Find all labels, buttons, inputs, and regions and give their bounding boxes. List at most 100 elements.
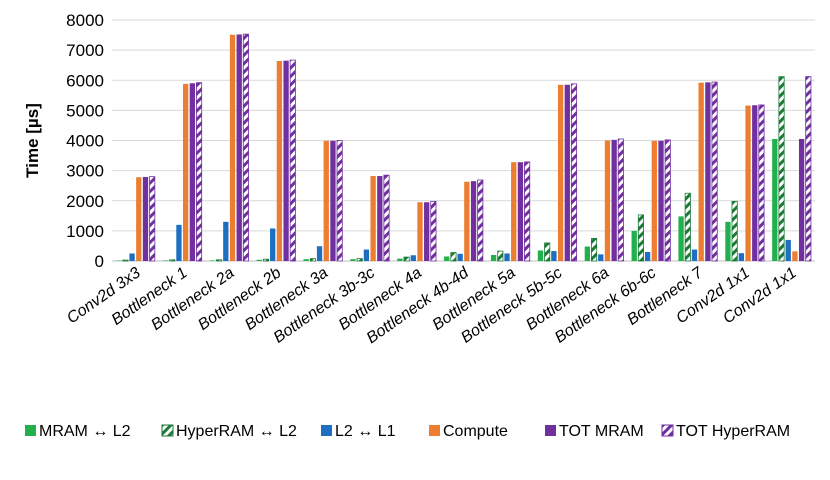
bar [678,216,684,261]
bar [410,255,416,261]
bar [262,258,270,262]
bar [256,259,262,261]
legend-label: L2 ↔ L1 [335,423,396,440]
bar [444,256,450,261]
bar [142,176,149,261]
bar [323,140,329,261]
bar [537,250,544,261]
bar [370,176,376,261]
bar [584,246,590,261]
bar [570,83,578,262]
y-tick-label: 1000 [66,222,104,241]
legend-swatch [25,425,36,436]
y-tick-label: 5000 [66,101,104,120]
bar [504,253,510,261]
bar [223,221,229,261]
bar [731,200,738,262]
bar [772,138,778,261]
bar [303,259,309,261]
bar [778,76,785,262]
bar [711,81,718,262]
bar [129,253,135,261]
legend-swatch [661,424,674,437]
bar [637,214,644,262]
bar [524,161,531,262]
bar [664,139,671,262]
bar [216,259,223,262]
bar [309,258,316,262]
y-tick-label: 8000 [66,11,104,30]
y-tick-label: 2000 [66,192,104,211]
bar [377,176,383,261]
bar [270,228,276,261]
bar [162,260,169,261]
bar [397,258,403,261]
y-axis-title: Time [µs] [23,103,42,178]
legend: MRAM ↔ L2 HyperRAM ↔ L2 L2 ↔ L1 Compute TOT … [25,423,790,440]
bar [403,256,410,262]
bar [169,259,176,262]
bar [705,82,711,261]
bar [698,82,704,261]
bar [363,249,370,261]
bar [176,224,182,261]
bar [511,162,517,261]
legend-label: MRAM ↔ L2 [39,423,131,440]
bar [149,176,156,262]
bar [738,253,744,261]
bar [457,253,463,261]
bar [684,192,691,262]
bar [792,251,798,261]
bar [116,260,122,261]
bar [189,83,195,261]
y-tick-label: 7000 [66,41,104,60]
bar [336,140,343,262]
bar [122,259,129,262]
legend-swatch [321,425,332,436]
bar [183,83,189,262]
bar [557,84,564,261]
bar [330,140,336,261]
bar [470,181,477,261]
legend-swatch [161,424,174,437]
bar [564,84,570,261]
bar [651,140,657,261]
y-tick-label: 0 [95,252,104,271]
bar [136,177,142,261]
bar [242,33,249,262]
bar [490,254,497,261]
bar [316,246,323,261]
y-tick-label: 3000 [66,162,104,181]
bar [356,258,363,262]
y-tick-label: 4000 [66,132,104,151]
bar [417,202,423,261]
bar [450,252,457,262]
bar [658,140,664,261]
bar [644,251,651,261]
bar [236,34,242,262]
bar [798,138,805,261]
bar [631,230,637,261]
bar [752,105,758,261]
bar [430,200,437,262]
legend-swatch [545,425,556,436]
bar [195,82,203,262]
legend-label: TOT HyperRAM [676,423,790,440]
bar [497,250,504,262]
bar [464,181,470,261]
bar [617,138,624,262]
bar [691,249,698,261]
bar [276,60,283,261]
bar [544,242,551,262]
bars [116,33,812,262]
bar [383,174,390,262]
bar [477,179,484,262]
legend-label: TOT MRAM [559,423,644,440]
bar [229,34,236,262]
bar [350,259,356,261]
bar [517,162,524,261]
bar [805,76,812,262]
bar [209,260,216,261]
